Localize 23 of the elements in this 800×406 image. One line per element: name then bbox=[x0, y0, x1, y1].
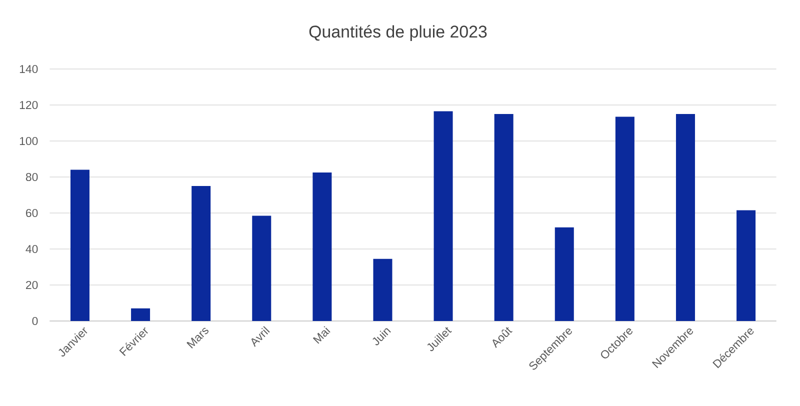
y-tick-label: 20 bbox=[26, 280, 38, 290]
bar bbox=[70, 170, 90, 321]
bar bbox=[615, 116, 634, 321]
y-tick-label: 100 bbox=[20, 136, 38, 146]
x-tick-label: Mai bbox=[312, 326, 330, 344]
y-tick-label: 140 bbox=[20, 64, 38, 74]
bar bbox=[554, 227, 574, 321]
chart-title: Quantités de pluie 2023 bbox=[309, 25, 487, 41]
bar bbox=[252, 216, 272, 321]
bar bbox=[434, 111, 453, 321]
y-tick-label: 0 bbox=[32, 316, 38, 326]
bar bbox=[494, 114, 514, 321]
bar bbox=[131, 308, 150, 321]
bar bbox=[312, 172, 332, 321]
bar bbox=[676, 114, 695, 321]
y-tick-label: 120 bbox=[20, 100, 38, 110]
bar bbox=[373, 258, 392, 321]
bar bbox=[736, 210, 756, 321]
x-tick-label: Juin bbox=[372, 328, 391, 346]
y-tick-label: 60 bbox=[26, 208, 38, 218]
y-tick-label: 40 bbox=[26, 244, 38, 254]
bar bbox=[192, 186, 211, 321]
y-tick-label: 80 bbox=[26, 172, 38, 182]
